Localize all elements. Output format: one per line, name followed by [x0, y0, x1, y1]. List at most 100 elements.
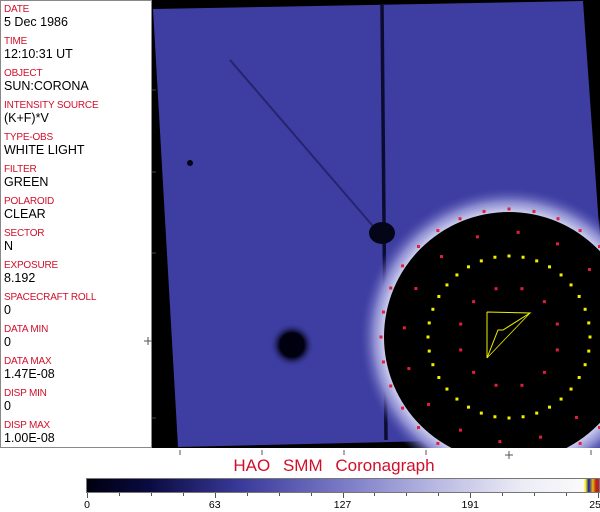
- yellow-marker: [559, 397, 563, 401]
- yellow-marker: [559, 273, 563, 277]
- yellow-marker: [535, 411, 539, 415]
- field-filter: FILTER GREEN: [4, 164, 48, 189]
- metadata-panel: DATE 5 Dec 1986 TIME 12:10:31 UT OBJECT SUN:C…: [0, 0, 152, 448]
- red-marker: [416, 426, 420, 430]
- red-marker: [520, 383, 524, 387]
- yellow-marker: [583, 363, 587, 367]
- field-disp-min: DISP MIN 0: [4, 388, 47, 413]
- red-marker: [414, 287, 418, 291]
- red-marker: [459, 428, 463, 432]
- red-marker: [555, 322, 559, 326]
- yellow-marker: [467, 265, 470, 269]
- coronagraph-image: [152, 0, 600, 448]
- pylon-shadow: [229, 59, 379, 233]
- occulting-disk: [384, 212, 600, 448]
- red-marker: [494, 383, 498, 387]
- field-label: TIME: [4, 36, 28, 47]
- occulter-hub: [369, 222, 395, 244]
- yellow-marker: [521, 255, 525, 259]
- field-time: TIME 12:10:31 UT: [4, 36, 73, 61]
- yellow-marker: [467, 405, 470, 409]
- sector-outline: [486, 312, 531, 359]
- red-marker: [539, 435, 543, 439]
- yellow-marker: [587, 321, 591, 325]
- yellow-marker: [548, 265, 551, 269]
- grid-markers: [379, 207, 600, 445]
- red-marker: [555, 348, 559, 352]
- colorbar-tick: [310, 493, 312, 496]
- red-marker: [494, 287, 498, 291]
- colorbar-tick: [502, 493, 504, 496]
- field-label: POLAROID: [4, 196, 55, 207]
- yellow-marker: [493, 415, 497, 419]
- field-label: FILTER: [4, 164, 37, 175]
- yellow-marker: [577, 376, 581, 379]
- sector-outline: [486, 311, 532, 359]
- yellow-marker: [431, 307, 435, 311]
- field-spacecraft-roll: SPACECRAFT ROLL 0: [4, 292, 96, 317]
- red-marker: [381, 310, 385, 314]
- field-intensity-source: INTENSITY SOURCE (K+F)*V: [4, 100, 99, 125]
- colorbar-tick: [374, 493, 376, 496]
- field-label: SECTOR: [4, 228, 45, 239]
- colorbar-tick: [182, 493, 184, 496]
- red-marker: [472, 370, 476, 374]
- red-marker: [381, 360, 385, 364]
- colorbar: [86, 478, 600, 493]
- field-value: SUN:CORONA: [4, 79, 89, 93]
- field-label: DISP MIN: [4, 388, 47, 399]
- field-sector: SECTOR N: [4, 228, 44, 253]
- red-marker: [578, 229, 582, 233]
- field-date: DATE 5 Dec 1986: [4, 4, 68, 29]
- colorbar-tick: [87, 493, 88, 498]
- field-label: OBJECT: [4, 68, 43, 79]
- field-type-obs: TYPE-OBS WHITE LIGHT: [4, 132, 85, 157]
- dust-spot: [270, 323, 314, 367]
- axis-ticks: [152, 89, 156, 419]
- yellow-marker: [507, 254, 511, 258]
- field-label: EXPOSURE: [4, 260, 58, 271]
- field-value: 8.192: [4, 271, 36, 285]
- red-marker: [458, 217, 462, 221]
- red-marker: [475, 235, 479, 239]
- red-marker: [520, 287, 524, 291]
- field-value: N: [4, 239, 14, 253]
- colorbar-tick: [118, 493, 120, 496]
- colorbar-tick: [438, 493, 440, 496]
- red-marker: [482, 209, 486, 213]
- yellow-marker: [569, 283, 573, 287]
- colorbar-tick: [278, 493, 280, 496]
- yellow-marker: [445, 283, 449, 287]
- yellow-marker: [445, 387, 449, 391]
- yellow-marker: [521, 415, 525, 419]
- yellow-marker: [535, 259, 539, 263]
- colorbar-tick: [566, 493, 568, 496]
- field-label: SPACECRAFT ROLL: [4, 292, 97, 303]
- yellow-marker: [427, 349, 431, 353]
- field-value: 12:10:31 UT: [4, 47, 73, 61]
- red-marker: [379, 335, 383, 339]
- yellow-marker: [569, 387, 573, 391]
- colorbar-tick-label: 191: [461, 499, 480, 511]
- colorbar-tick: [246, 493, 248, 496]
- field-value: 0: [4, 303, 11, 317]
- red-marker: [407, 367, 411, 371]
- red-marker: [587, 268, 591, 272]
- field-value: CLEAR: [4, 207, 46, 221]
- red-marker: [555, 242, 559, 246]
- yellow-marker: [426, 335, 430, 339]
- field-value: WHITE LIGHT: [4, 143, 85, 157]
- red-marker: [578, 441, 582, 445]
- yellow-marker: [588, 335, 592, 339]
- field-value: 0: [4, 335, 11, 349]
- red-marker: [389, 286, 393, 290]
- red-marker: [542, 300, 546, 304]
- colorbar-tick-label: 0: [84, 499, 90, 511]
- field-polaroid: POLAROID CLEAR: [4, 196, 54, 221]
- colorbar-tick-label: 127: [333, 499, 352, 511]
- field-value: 1.00E-08: [4, 431, 55, 445]
- colorbar-tick: [470, 493, 472, 498]
- yellow-marker: [431, 363, 435, 367]
- red-marker: [542, 370, 546, 374]
- yellow-marker: [427, 321, 431, 325]
